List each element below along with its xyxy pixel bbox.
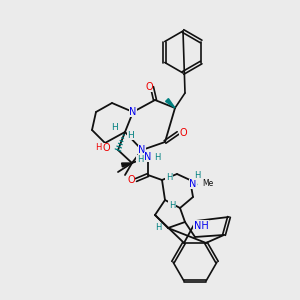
- Polygon shape: [166, 99, 175, 108]
- Text: NH: NH: [194, 221, 208, 231]
- Text: H: H: [112, 122, 118, 131]
- Text: H: H: [194, 170, 200, 179]
- Text: N: N: [138, 145, 146, 155]
- Polygon shape: [122, 163, 132, 167]
- Text: H: H: [154, 152, 160, 161]
- Text: O: O: [145, 82, 153, 92]
- Text: H: H: [169, 200, 175, 209]
- Text: N: N: [189, 179, 197, 189]
- Text: H: H: [137, 155, 143, 164]
- Text: N: N: [144, 152, 152, 162]
- Text: O: O: [102, 143, 110, 153]
- Text: Me: Me: [202, 179, 213, 188]
- Text: H: H: [155, 224, 161, 232]
- Polygon shape: [190, 180, 197, 188]
- Text: H: H: [166, 173, 172, 182]
- Text: N: N: [129, 107, 137, 117]
- Text: O: O: [127, 175, 135, 185]
- Text: H: H: [95, 143, 101, 152]
- Text: O: O: [179, 128, 187, 138]
- Text: H: H: [128, 130, 134, 140]
